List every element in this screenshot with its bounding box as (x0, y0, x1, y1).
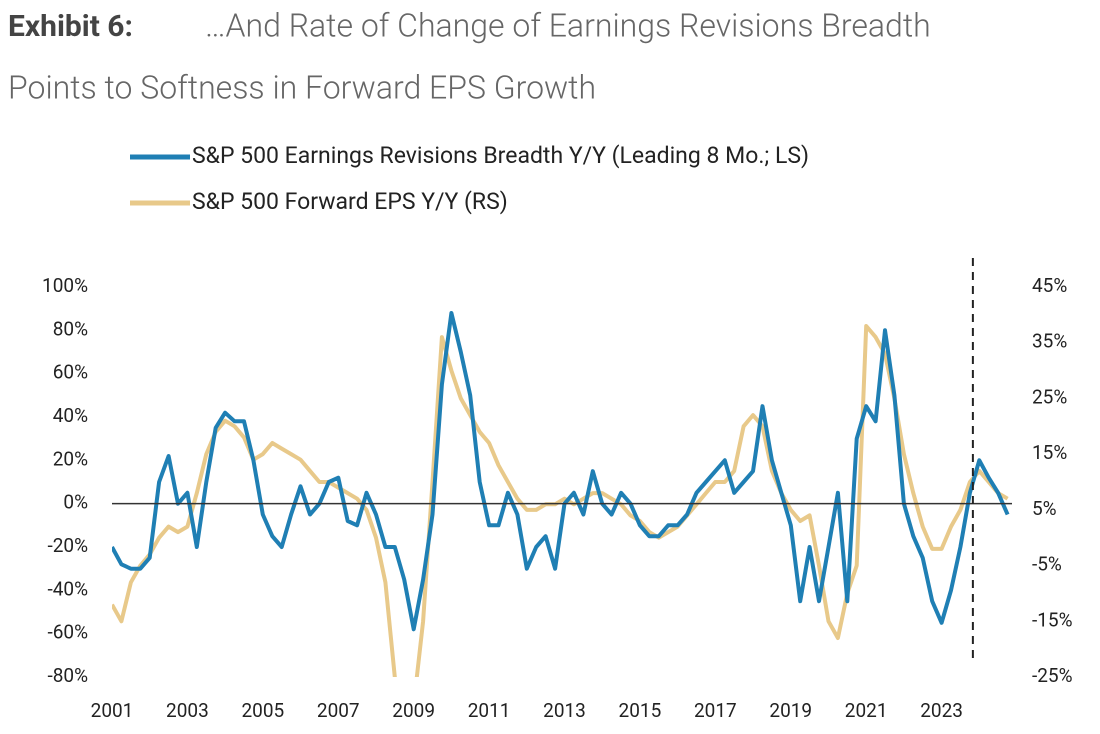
x-tick-label: 2007 (317, 699, 360, 722)
x-tick-label: 2009 (392, 699, 435, 722)
y2-tick-label: -15% (1032, 608, 1073, 631)
y-tick-label: -60% (47, 621, 88, 644)
chart-title: …And Rate of Change of Earnings Revision… (205, 6, 931, 44)
x-tick-label: 2021 (845, 699, 888, 722)
y2-tick-label: 45% (1032, 274, 1067, 297)
plot-area (112, 311, 1010, 677)
x-tick-label: 2005 (241, 699, 284, 722)
x-tick-label: 2001 (91, 699, 134, 722)
y2-tick-label: 35% (1032, 330, 1067, 353)
y-tick-label: 100% (42, 274, 88, 297)
x-tick-label: 2019 (769, 699, 812, 722)
x-tick-label: 2015 (619, 699, 662, 722)
x-tick-label: 2017 (694, 699, 737, 722)
y2-tick-label: 25% (1032, 385, 1067, 408)
x-tick-label: 2023 (920, 699, 963, 722)
y-tick-label: -80% (47, 664, 88, 687)
legend-label: S&P 500 Earnings Revisions Breadth Y/Y (… (192, 142, 809, 169)
chart-title: Points to Softness in Forward EPS Growth (8, 68, 596, 106)
y2-tick-label: 5% (1032, 497, 1057, 520)
y-tick-label: 40% (53, 404, 88, 427)
x-tick-label: 2003 (166, 699, 209, 722)
series-line (112, 311, 1010, 632)
legend-label: S&P 500 Forward EPS Y/Y (RS) (192, 188, 508, 215)
y-tick-label: 0% (63, 491, 88, 514)
y-tick-label: 20% (53, 447, 88, 470)
y-tick-label: 80% (53, 317, 88, 340)
y2-tick-label: 15% (1032, 441, 1067, 464)
series-line (112, 324, 1009, 677)
y2-tick-label: -25% (1032, 664, 1073, 687)
y2-tick-label: -5% (1032, 553, 1062, 576)
y-tick-label: 60% (53, 361, 88, 384)
x-tick-label: 2013 (543, 699, 586, 722)
exhibit-label: Exhibit 6: (8, 9, 133, 44)
y-tick-label: -20% (47, 534, 88, 557)
x-tick-label: 2011 (468, 699, 511, 722)
y-tick-label: -40% (47, 577, 88, 600)
